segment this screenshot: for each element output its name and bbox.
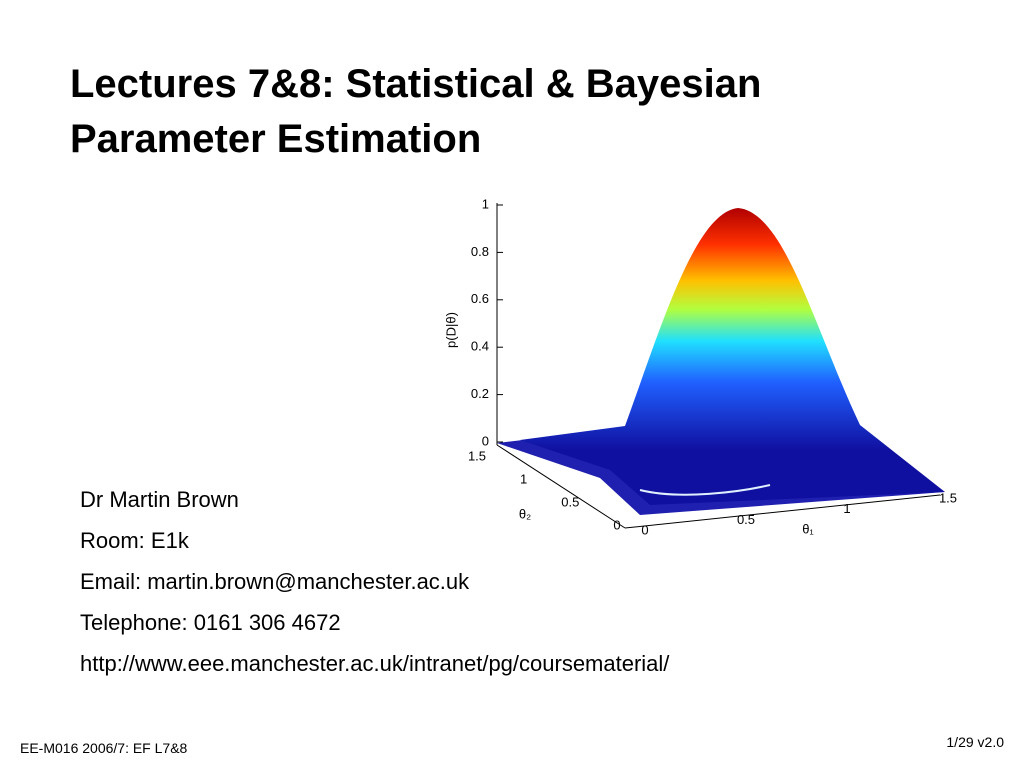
x1-tick-label: 0.5 xyxy=(737,512,755,527)
z-tick-label: 0.8 xyxy=(471,244,489,259)
x1-tick-label: 1 xyxy=(843,501,850,516)
x2-tick-label: 0.5 xyxy=(561,494,579,509)
x2-axis xyxy=(496,444,626,529)
title-line: Parameter Estimation xyxy=(70,117,482,161)
title-line: Lectures 7&8: Statistical & Bayesian xyxy=(70,62,762,106)
z-tick-label: 1 xyxy=(482,196,489,211)
x1-tick-label: 0 xyxy=(641,522,648,537)
x2-label: θ₂ xyxy=(519,506,531,521)
footer-left: EE-M016 2006/7: EF L7&8 xyxy=(20,740,188,756)
contact-line: Dr Martin Brown xyxy=(80,487,239,512)
surface xyxy=(520,208,945,505)
contact-line: http://www.eee.manchester.ac.uk/intranet… xyxy=(80,651,670,676)
z-tick-label: 0.6 xyxy=(471,291,489,306)
x1-label: θ₁ xyxy=(802,521,814,536)
x2-tick-label: 1.5 xyxy=(468,448,486,463)
x1-axis xyxy=(624,494,941,529)
contact-line: Room: E1k xyxy=(80,528,189,553)
x2-tick-label: 1 xyxy=(520,471,527,486)
footer-right: 1/29 v2.0 xyxy=(946,734,1004,750)
z-tick-label: 0 xyxy=(482,433,489,448)
z-tick-label: 0.2 xyxy=(471,386,489,401)
contact-line: Email: martin.brown@manchester.ac.uk xyxy=(80,569,470,594)
x2-tick-label: 0 xyxy=(613,517,620,532)
z-label: p(D|θ) xyxy=(443,312,458,348)
contact-line: Telephone: 0161 306 4672 xyxy=(80,610,341,635)
x1-tick-label: 1.5 xyxy=(939,490,957,505)
z-tick-label: 0.4 xyxy=(471,339,489,354)
contour xyxy=(639,484,771,496)
